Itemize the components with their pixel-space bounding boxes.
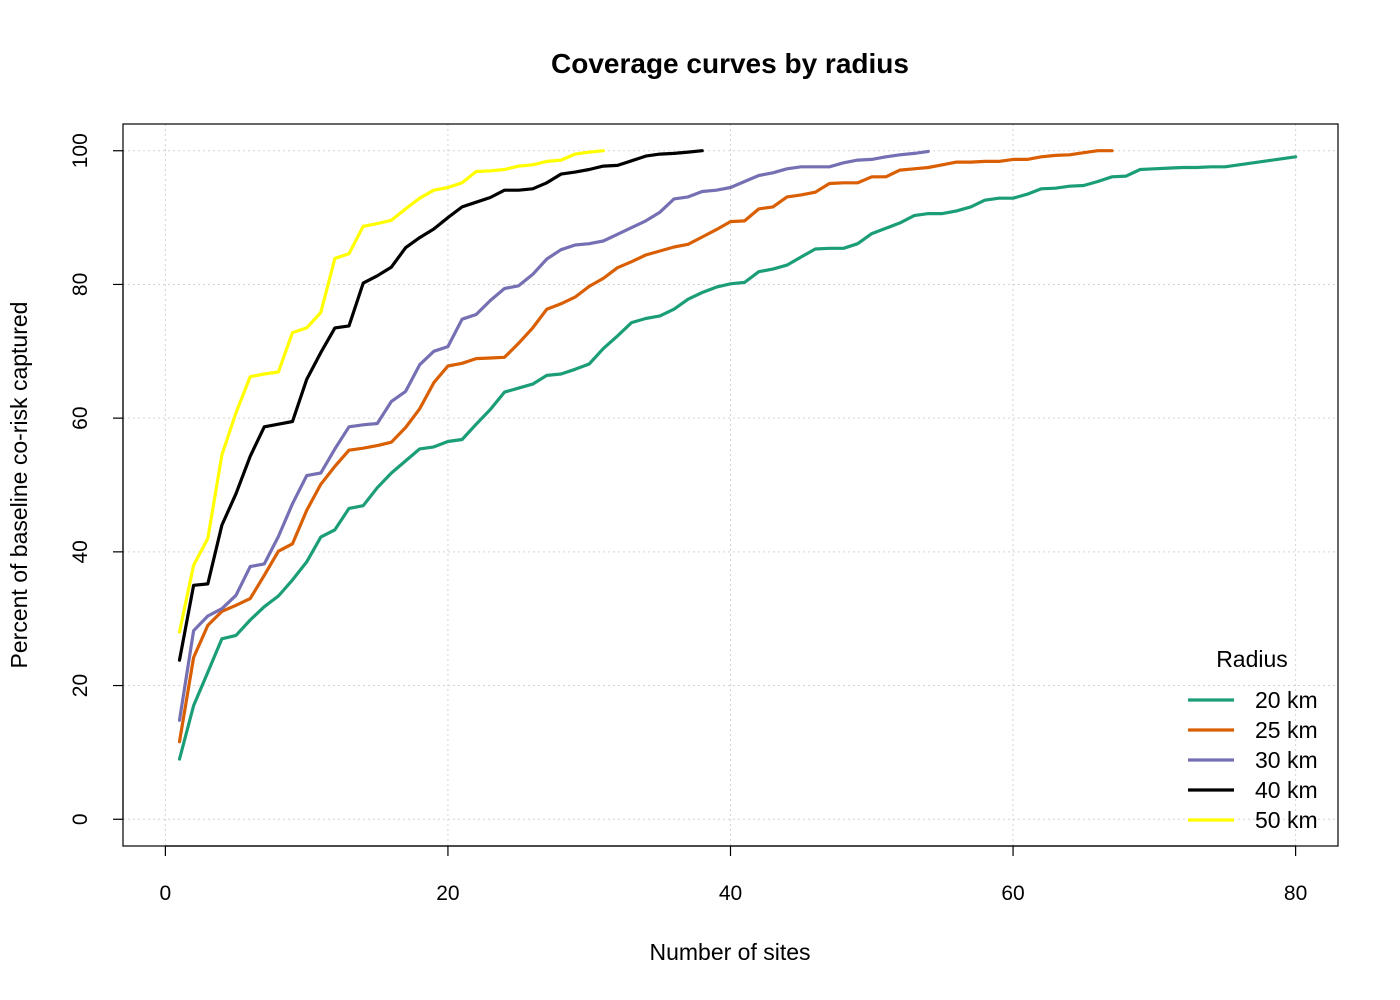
series-lines [177, 149, 1298, 761]
y-tick-label: 60 [69, 406, 92, 429]
series-line-30-km [177, 149, 930, 722]
y-axis-ticks: 0 20 40 60 80 100 [69, 133, 124, 825]
y-tick-label: 0 [69, 813, 92, 825]
x-tick-label: 0 [160, 882, 172, 905]
series-line-20-km [177, 155, 1298, 761]
legend-label: 40 km [1255, 777, 1318, 803]
y-axis-label: Percent of baseline co-risk captured [6, 302, 32, 669]
series-line-40-km [177, 149, 704, 662]
series-line-50-km [177, 149, 605, 634]
series-line-25-km [177, 149, 1114, 744]
legend: Radius 20 km 25 km 30 km 40 km 50 km [1188, 646, 1318, 833]
x-tick-label: 40 [719, 882, 742, 905]
legend-label: 30 km [1255, 747, 1318, 773]
x-axis-label: Number of sites [649, 939, 810, 965]
x-axis-ticks: 0 20 40 60 80 [160, 845, 1307, 905]
x-tick-label: 60 [1001, 882, 1024, 905]
legend-label: 20 km [1255, 687, 1318, 713]
y-tick-label: 20 [69, 674, 92, 697]
legend-label: 25 km [1255, 717, 1318, 743]
chart-title: Coverage curves by radius [551, 48, 909, 79]
legend-title: Radius [1216, 646, 1288, 672]
legend-label: 50 km [1255, 807, 1318, 833]
y-tick-label: 40 [69, 540, 92, 563]
x-tick-label: 20 [436, 882, 459, 905]
grid-lines [123, 124, 1338, 846]
y-tick-label: 80 [69, 273, 92, 296]
x-tick-label: 80 [1284, 882, 1307, 905]
y-tick-label: 100 [69, 133, 92, 168]
